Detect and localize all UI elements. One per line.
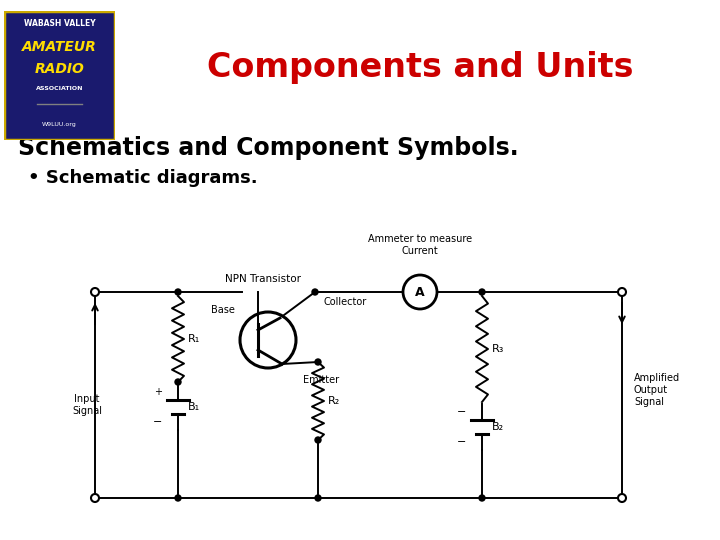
Text: +: + xyxy=(154,387,162,397)
Circle shape xyxy=(312,289,318,295)
Circle shape xyxy=(315,359,321,365)
Circle shape xyxy=(403,275,437,309)
Text: Base: Base xyxy=(211,305,235,315)
Circle shape xyxy=(175,379,181,385)
Text: −: − xyxy=(457,407,467,417)
Text: Amplified
Output
Signal: Amplified Output Signal xyxy=(634,373,680,407)
Text: NPN Transistor: NPN Transistor xyxy=(225,274,301,284)
Circle shape xyxy=(91,288,99,296)
Text: AMATEUR: AMATEUR xyxy=(22,40,96,54)
Text: Emitter: Emitter xyxy=(303,375,339,385)
Text: ASSOCIATION: ASSOCIATION xyxy=(36,86,83,91)
Text: Schematics and Component Symbols.: Schematics and Component Symbols. xyxy=(18,136,518,160)
Text: R₃: R₃ xyxy=(492,344,505,354)
Circle shape xyxy=(91,494,99,502)
Text: RADIO: RADIO xyxy=(35,62,84,76)
Text: Ammeter to measure
Current: Ammeter to measure Current xyxy=(368,234,472,256)
Text: B₁: B₁ xyxy=(188,402,200,412)
Circle shape xyxy=(240,312,296,368)
Text: W9LUU.org: W9LUU.org xyxy=(42,123,77,127)
Text: −: − xyxy=(457,437,467,447)
Text: R₁: R₁ xyxy=(188,334,200,344)
Text: Collector: Collector xyxy=(323,297,366,307)
Circle shape xyxy=(618,494,626,502)
Circle shape xyxy=(175,495,181,501)
Circle shape xyxy=(479,289,485,295)
FancyBboxPatch shape xyxy=(4,11,115,140)
Text: A: A xyxy=(415,286,425,299)
Circle shape xyxy=(618,288,626,296)
Circle shape xyxy=(175,289,181,295)
Text: WABASH VALLEY: WABASH VALLEY xyxy=(24,19,95,28)
Text: • Schematic diagrams.: • Schematic diagrams. xyxy=(28,169,258,187)
Circle shape xyxy=(315,495,321,501)
Text: B₂: B₂ xyxy=(492,422,504,432)
Circle shape xyxy=(315,437,321,443)
Text: −: − xyxy=(153,417,163,427)
Text: Components and Units: Components and Units xyxy=(207,51,634,84)
Text: Input
Signal: Input Signal xyxy=(72,394,102,416)
Text: R₂: R₂ xyxy=(328,396,341,406)
Circle shape xyxy=(479,495,485,501)
